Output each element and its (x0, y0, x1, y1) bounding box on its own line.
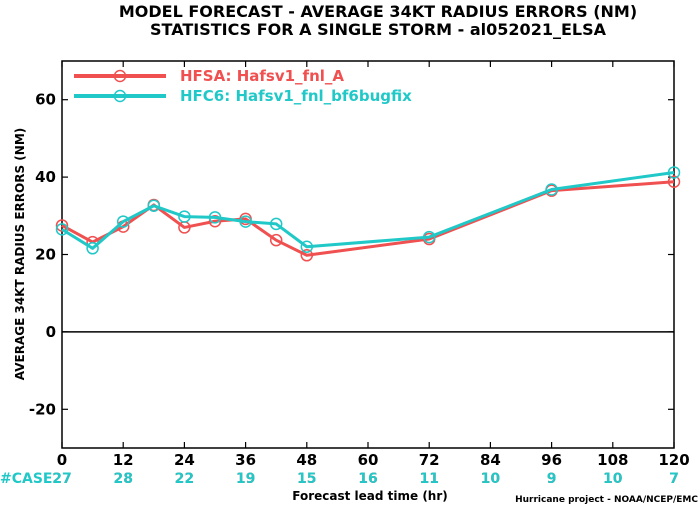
credit-text: Hurricane project - NOAA/NCEP/EMC (515, 495, 698, 505)
series-1-point (667, 175, 681, 188)
x-tick-label: 60 (358, 451, 379, 469)
case-count-a: 28 (113, 471, 132, 487)
series-2-point (86, 242, 99, 255)
x-tick-label: 48 (296, 451, 317, 469)
case-count-b: 9 (547, 471, 557, 487)
case-count-b: 16 (358, 471, 377, 487)
series-2-point (239, 215, 252, 228)
y-tick-label: -20 (29, 400, 56, 418)
series-line-1 (61, 180, 675, 257)
legend-label-2: HFC6: Hafsv1_fnl_bf6bugfix (180, 87, 412, 105)
x-tick-label: 120 (658, 451, 689, 469)
series-2-point (208, 211, 222, 224)
y-tick-label: 60 (35, 91, 56, 109)
y-tick-label: 0 (46, 323, 56, 341)
series-1-point (269, 233, 283, 247)
chart-title: MODEL FORECAST - AVERAGE 34KT RADIUS ERR… (119, 2, 637, 21)
series-line-2 (61, 170, 675, 250)
legend-label-1: HFSA: Hafsv1_fnl_A (180, 67, 344, 85)
series-2-point (116, 215, 130, 228)
case-count-b: 10 (603, 471, 623, 487)
case-count-a: 9 (547, 471, 557, 487)
case-count-b: 27 (52, 471, 71, 487)
case-count-a: 22 (175, 471, 194, 487)
plot-frame (61, 60, 675, 449)
legend-marker-2 (113, 89, 127, 103)
series-2-point (178, 210, 191, 223)
x-tick-label: 108 (597, 451, 628, 469)
x-tick-label: 36 (235, 451, 256, 469)
case-count-b: 19 (236, 471, 255, 487)
x-tick-label: 72 (419, 451, 440, 469)
y-tick-label: 40 (35, 168, 56, 186)
case-count-a: 7 (669, 471, 679, 487)
x-tick-label: 0 (57, 451, 67, 469)
case-count-b: 28 (113, 471, 132, 487)
series-2-point (545, 183, 558, 196)
case-count-a: 27 (52, 471, 71, 487)
chart-subtitle: STATISTICS FOR A SINGLE STORM - al052021… (150, 20, 607, 39)
legend-marker-1 (113, 69, 127, 83)
series-2-point (422, 230, 436, 244)
x-axis-title: Forecast lead time (hr) (292, 489, 448, 503)
series-1-point (300, 249, 314, 262)
series-2-point (147, 199, 161, 212)
x-tick-label: 84 (480, 451, 501, 469)
case-count-a: 15 (297, 471, 316, 487)
y-tick-label: 20 (35, 246, 56, 264)
case-count-b: 7 (669, 471, 679, 487)
case-row-label: #CASE (0, 471, 53, 487)
case-count-a: 10 (481, 471, 501, 487)
x-tick-label: 12 (113, 451, 134, 469)
case-count-a: 19 (236, 471, 255, 487)
case-count-a: 11 (419, 471, 438, 487)
x-tick-label: 96 (541, 451, 562, 469)
case-count-b: 10 (481, 471, 501, 487)
series-2-point (667, 166, 681, 179)
case-count-b: 22 (175, 471, 194, 487)
x-tick-label: 24 (174, 451, 195, 469)
series-2-point (269, 217, 283, 231)
case-count-a: 10 (603, 471, 623, 487)
series-2-point (55, 223, 69, 236)
series-1-point (208, 214, 222, 228)
case-count-b: 15 (297, 471, 316, 487)
y-axis-title: AVERAGE 34KT RADIUS ERRORS (NM) (13, 128, 27, 380)
series-2-point (300, 240, 314, 254)
case-count-a: 16 (358, 471, 377, 487)
case-count-b: 11 (419, 471, 438, 487)
